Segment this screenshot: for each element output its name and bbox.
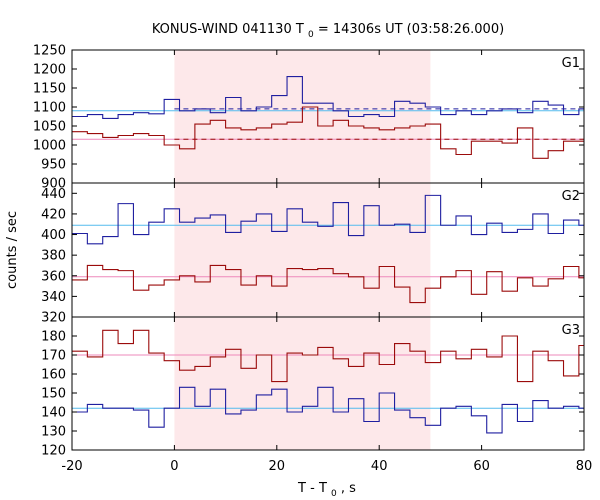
series-blue-line (72, 76, 584, 119)
y-tick-label: 1050 (33, 120, 66, 135)
y-tick-label: 950 (41, 158, 66, 173)
y-tick-label: 1250 (33, 44, 66, 59)
y-tick-label: 180 (41, 330, 66, 345)
chart-title: KONUS-WIND 041130 T 0 = 14306s UT (03:58… (152, 22, 504, 41)
chart-title-subscript: 0 (308, 30, 314, 40)
y-tick-label: 360 (41, 269, 66, 284)
panel-g1: 900 950 1000 1050 1100 1150 1200 1250 G1 (33, 44, 585, 192)
y-tick-label: 440 (41, 187, 66, 202)
x-tick-label: 20 (269, 459, 286, 474)
x-axis-label: T - T 0 , s (297, 481, 356, 500)
x-axis-label-rest: , s (341, 481, 356, 496)
series-blue-line (72, 194, 584, 245)
x-tick-label: -20 (61, 459, 82, 474)
y-tick-label: 900 (41, 177, 66, 192)
y-tick-label: 1150 (33, 82, 66, 97)
series-blue-line (72, 386, 584, 434)
chart-title-text: KONUS-WIND 041130 T (152, 22, 304, 37)
y-tick-label: 420 (41, 207, 66, 222)
x-axis-label-text: T - T (297, 481, 327, 496)
x-axis-label-subscript: 0 (331, 489, 337, 499)
chart-title-rest: = 14306s UT (03:58:26.000) (318, 22, 504, 37)
y-tick-label: 320 (41, 311, 66, 326)
x-tick-label: 60 (473, 459, 490, 474)
x-tick-label: 80 (576, 459, 593, 474)
y-tick-label: 340 (41, 290, 66, 305)
y-tick-label: 120 (41, 444, 66, 459)
y-tick-label: 150 (41, 387, 66, 402)
series-red-line (72, 106, 584, 159)
panel-g2: 320 340 360 380 400 420 440 G2 (41, 182, 585, 326)
y-tick-label: 1000 (33, 139, 66, 154)
x-tick-label: 0 (170, 459, 178, 474)
panel-frame (71, 316, 585, 451)
x-tick-label: 40 (371, 459, 388, 474)
plot-area: 900950100010501100115012001250G132034036… (33, 44, 592, 475)
y-tick-label: 160 (41, 368, 66, 383)
y-tick-label: 130 (41, 425, 66, 440)
series-red-line (72, 329, 584, 383)
y-tick-label: 170 (41, 349, 66, 364)
y-axis-label: counts / sec (5, 211, 20, 289)
y-tick-label: 1100 (33, 101, 66, 116)
panel-label: G2 (562, 189, 580, 204)
y-tick-label: 1200 (33, 63, 66, 78)
panel-label: G3 (562, 323, 580, 338)
panel-g3: 120 130 140 150 160 170 180 G3 (41, 316, 585, 459)
y-tick-label: 140 (41, 406, 66, 421)
panel-label: G1 (562, 56, 580, 71)
y-tick-label: 400 (41, 228, 66, 243)
y-tick-label: 380 (41, 249, 66, 264)
series-red-line (72, 264, 584, 304)
